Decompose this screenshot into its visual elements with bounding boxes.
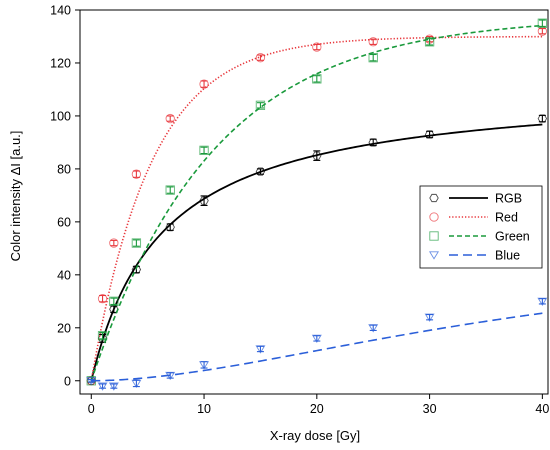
data-point bbox=[424, 37, 435, 47]
data-point bbox=[109, 238, 119, 248]
y-tick-label: 120 bbox=[50, 56, 71, 70]
error-bar bbox=[99, 332, 107, 340]
error-bar bbox=[538, 19, 546, 27]
y-tick-label: 80 bbox=[57, 162, 71, 176]
error-bar bbox=[426, 130, 434, 139]
fit-line bbox=[90, 35, 543, 381]
error-bar bbox=[313, 335, 321, 342]
y-tick-label: 20 bbox=[57, 321, 71, 335]
x-tick-label: 30 bbox=[423, 402, 437, 416]
plot-area bbox=[86, 18, 548, 391]
error-bar bbox=[369, 53, 377, 62]
x-axis-label: X-ray dose [Gy] bbox=[270, 428, 360, 443]
fit-line bbox=[91, 312, 543, 382]
y-tick-label: 0 bbox=[64, 374, 71, 388]
error-bar bbox=[256, 102, 264, 109]
error-bar bbox=[538, 114, 546, 123]
data-point bbox=[97, 382, 108, 391]
y-tick-label: 100 bbox=[50, 109, 71, 123]
axes: 0 10 20 30 40 0 20 40 60 80 100 120 140 bbox=[50, 4, 549, 417]
data-point bbox=[165, 113, 175, 124]
error-bar bbox=[166, 223, 174, 231]
error-bar bbox=[166, 186, 174, 194]
error-bar bbox=[99, 383, 107, 389]
x-tick-label: 10 bbox=[197, 402, 211, 416]
error-bar bbox=[110, 383, 118, 389]
y-tick-label: 40 bbox=[57, 268, 71, 282]
error-bar bbox=[132, 170, 140, 178]
legend-label: Red bbox=[495, 211, 518, 225]
legend-marker bbox=[429, 231, 439, 241]
data-point bbox=[312, 42, 322, 52]
error-bar bbox=[426, 314, 434, 321]
error-bar bbox=[200, 195, 208, 206]
error-bar bbox=[313, 43, 321, 51]
error-bar bbox=[313, 75, 321, 83]
error-bar bbox=[256, 54, 264, 61]
error-bar bbox=[132, 239, 140, 247]
error-bar bbox=[166, 372, 174, 379]
y-tick-label: 140 bbox=[50, 4, 71, 18]
error-bar bbox=[369, 38, 377, 45]
data-point bbox=[199, 145, 209, 156]
error-bar bbox=[99, 294, 107, 303]
data-point bbox=[368, 53, 378, 63]
x-tick-label: 0 bbox=[88, 402, 95, 416]
error-bar bbox=[200, 361, 208, 369]
error-bar bbox=[200, 146, 208, 155]
series-green bbox=[86, 18, 548, 386]
error-bar bbox=[538, 27, 546, 35]
legend-label: Green bbox=[495, 230, 530, 244]
x-tick-label: 20 bbox=[310, 402, 324, 416]
error-bar bbox=[87, 378, 95, 383]
data-point bbox=[537, 26, 548, 36]
error-bar bbox=[538, 298, 546, 305]
y-axis-label: Color intensity ΔI [a.u.] bbox=[8, 131, 23, 262]
data-point bbox=[537, 18, 548, 28]
x-tick-label: 40 bbox=[535, 402, 549, 416]
error-bar bbox=[166, 115, 174, 122]
series-blue bbox=[86, 297, 548, 391]
data-point bbox=[255, 167, 266, 176]
data-point bbox=[255, 100, 266, 110]
error-bar bbox=[256, 345, 264, 353]
data-point bbox=[108, 382, 119, 391]
error-bar bbox=[132, 379, 140, 388]
data-point bbox=[109, 296, 119, 306]
legend: RGB Red Green Blue bbox=[419, 185, 543, 269]
data-point bbox=[368, 37, 378, 47]
data-point bbox=[131, 169, 142, 179]
fit-line bbox=[90, 24, 543, 382]
legend-marker bbox=[429, 193, 439, 203]
legend-marker bbox=[429, 212, 439, 222]
legend-marker bbox=[429, 251, 439, 260]
data-point bbox=[165, 185, 175, 195]
legend-label: Blue bbox=[495, 249, 520, 263]
legend-label: RGB bbox=[495, 192, 522, 206]
error-bar bbox=[369, 138, 377, 147]
error-bar bbox=[110, 239, 118, 247]
data-point bbox=[131, 238, 142, 248]
error-bar bbox=[110, 297, 118, 306]
error-bar bbox=[256, 168, 264, 175]
error-bar bbox=[426, 38, 434, 46]
data-point bbox=[97, 331, 108, 341]
error-bar bbox=[313, 150, 321, 161]
error-bar bbox=[369, 324, 377, 331]
error-bar bbox=[200, 80, 208, 88]
data-point bbox=[255, 53, 266, 63]
plot-frame bbox=[79, 9, 549, 395]
y-tick-label: 60 bbox=[57, 215, 71, 229]
data-point bbox=[312, 74, 322, 84]
